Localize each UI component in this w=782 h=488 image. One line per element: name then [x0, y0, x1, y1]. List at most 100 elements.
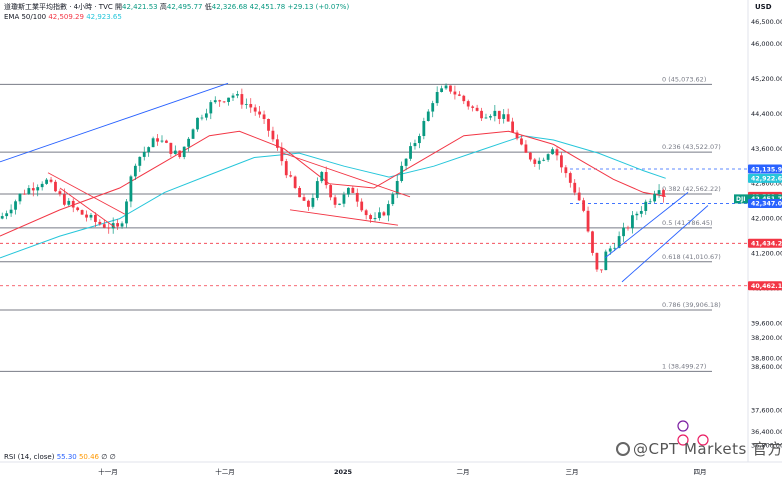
candle-body [31, 188, 35, 191]
candle-body [537, 160, 541, 164]
candle-body [125, 201, 128, 224]
candle-body [351, 187, 355, 193]
candle-body [586, 210, 590, 232]
candle-body [466, 101, 470, 107]
y-tick-label: 38,200.00 [751, 334, 782, 342]
candle-body [338, 203, 341, 205]
channel-lower-line [621, 205, 709, 283]
candle-body [244, 104, 248, 105]
ema100-value: 42,923.65 [86, 13, 122, 21]
candle-body [622, 227, 625, 237]
watermark-text: @CPT Markets 官方 [633, 440, 782, 458]
candle-body [275, 139, 279, 148]
low-value: 42,326.68 [211, 3, 248, 11]
candle-body [369, 215, 372, 220]
candle-body [258, 111, 262, 115]
candle-body [480, 110, 483, 119]
y-tick-label: 44,400.00 [751, 110, 782, 118]
candle-body [289, 175, 293, 177]
candle-body [653, 193, 657, 202]
candle-body [484, 117, 488, 119]
price-tag-label: 42,347.00 [751, 201, 782, 208]
symbol-title[interactable]: 道瓊斯工業平均指數 · 4小時 · TVC [4, 3, 113, 11]
candle-body [395, 181, 399, 195]
candle-body [71, 200, 75, 208]
fib-level-label: 0.382 (42,562.22) [662, 185, 721, 193]
ema50-value: 42,509.29 [48, 13, 84, 21]
candle-body [471, 106, 475, 108]
candle-body [599, 269, 603, 271]
candle-body [613, 247, 617, 249]
candle-body [142, 152, 146, 157]
wedge-line [47, 172, 126, 215]
candle-body [107, 227, 111, 229]
candle-body [355, 192, 359, 202]
candle-body [262, 114, 266, 119]
candle-body [298, 187, 301, 198]
wedge-line [282, 152, 411, 198]
y-tick-label: 41,200.00 [751, 250, 782, 258]
open-label: 開 [115, 3, 122, 11]
candle-body [18, 193, 22, 202]
candle-body [94, 214, 97, 222]
candle-body [413, 143, 417, 147]
candle-body [493, 110, 497, 117]
cpt-logo-icon [616, 442, 630, 456]
candle-body [346, 187, 350, 195]
candle-body [138, 156, 142, 166]
rsi-value-3: ∅ [101, 453, 108, 461]
candle-body [173, 150, 177, 154]
price-tag [748, 281, 782, 291]
candle-body [560, 155, 563, 168]
fib-level-label: 0.236 (43,522.07) [662, 143, 721, 151]
candle-body [449, 85, 452, 92]
rsi-label[interactable]: RSI (14, close) [4, 453, 55, 461]
y-tick-label: 38,600.00 [751, 363, 782, 371]
ema-label[interactable]: EMA 50/100 [4, 13, 47, 21]
candle-body [302, 197, 306, 201]
price-tag-label: 40,462.14 [751, 283, 782, 290]
candle-body [644, 201, 648, 211]
candle-body [462, 95, 466, 102]
candle-body [662, 190, 665, 197]
wedge-line [59, 187, 116, 228]
y-tick-label: 37,600.00 [751, 407, 782, 415]
rsi-value-2: 50.46 [78, 453, 100, 461]
candle-body [227, 97, 230, 102]
change-value: +29.13 (+0.07%) [287, 3, 350, 11]
header-line-1: 道瓊斯工業平均指數 · 4小時 · TVC 開42,421.53 高42,495… [4, 3, 349, 12]
candle-body [418, 136, 421, 144]
candle-body [573, 182, 577, 193]
candle-body [457, 94, 461, 96]
candle-body [431, 103, 435, 112]
candle-body [284, 161, 288, 176]
candle-body [67, 200, 71, 205]
candle-body [577, 192, 581, 201]
candle-body [497, 110, 501, 119]
candle-body [657, 190, 661, 194]
candle-body [200, 117, 204, 119]
price-tag-label: 43,135.91 [751, 166, 782, 173]
candle-body [58, 191, 62, 195]
candle-body [102, 224, 106, 228]
candle-body [639, 210, 643, 214]
candle-body [98, 221, 102, 225]
candle-body [617, 236, 621, 248]
candle-body [49, 179, 53, 182]
candle-body [635, 213, 639, 216]
price-tag-label: 41,434.22 [751, 241, 782, 248]
candle-body [391, 194, 395, 205]
candle-body [218, 100, 222, 102]
candle-body [511, 121, 515, 133]
candle-body [165, 140, 168, 143]
candle-body [533, 159, 537, 164]
candle-body [426, 111, 430, 122]
candle-body [0, 216, 4, 219]
candle-body [14, 201, 17, 210]
candle-body [253, 107, 257, 112]
price-tag [748, 173, 782, 183]
fib-level-label: 0 (45,073.62) [662, 75, 706, 83]
candle-body [404, 158, 408, 166]
